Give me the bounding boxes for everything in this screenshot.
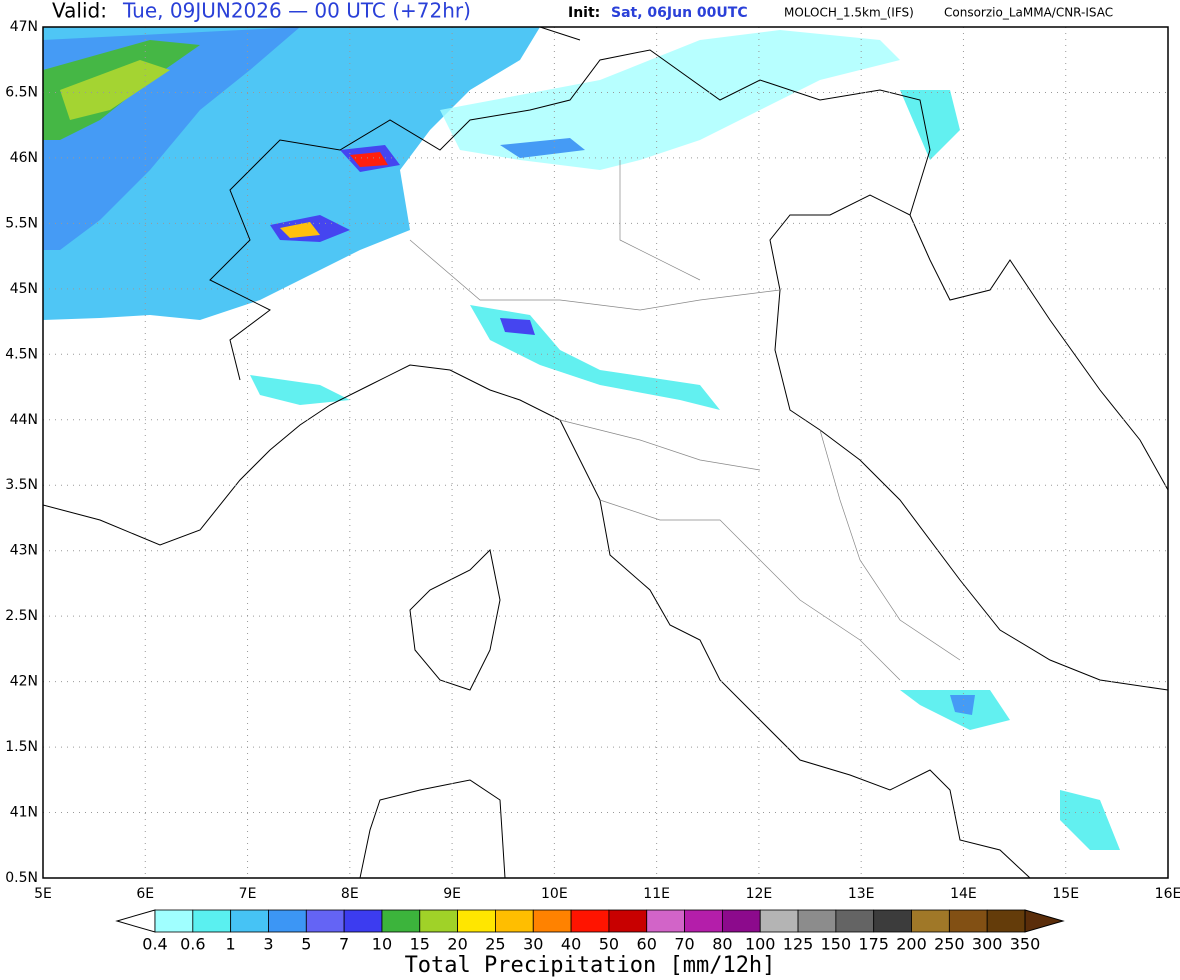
colorbar-label: 125 bbox=[783, 935, 814, 954]
lon-tick-label: 12E bbox=[746, 886, 773, 902]
colorbar-label: 50 bbox=[599, 935, 619, 954]
colorbar-box bbox=[419, 909, 459, 933]
precipitation bbox=[43, 27, 1120, 850]
coastline-corsica bbox=[409, 548, 501, 691]
lat-tick-label: 45N bbox=[10, 281, 38, 297]
lat-tick-label: 41N bbox=[10, 805, 38, 821]
lat-tick-label: 47N bbox=[10, 19, 38, 35]
colorbar-box bbox=[835, 909, 875, 933]
coastline-mainland bbox=[43, 194, 1168, 878]
map-frame bbox=[42, 26, 1169, 879]
valid-time: Tue, 09JUN2026 — 00 UTC (+72hr) bbox=[122, 0, 471, 23]
colorbar-label: 20 bbox=[447, 935, 467, 954]
lon-tick-label: 16E bbox=[1155, 886, 1180, 902]
lat-tick-label: 3.5N bbox=[5, 477, 38, 493]
colorbar-box bbox=[268, 909, 307, 933]
valid-label: Valid: bbox=[52, 0, 107, 23]
lon-tick-label: 14E bbox=[950, 886, 977, 902]
colorbar-box bbox=[873, 909, 912, 933]
colorbar-label: 7 bbox=[339, 935, 349, 954]
colorbar-box bbox=[759, 909, 799, 933]
lat-tick-label: 43N bbox=[10, 543, 38, 559]
coastline-sardinia bbox=[359, 779, 506, 878]
colorbar-label: 80 bbox=[712, 935, 732, 954]
colorbar-box bbox=[684, 909, 723, 933]
colorbar-box bbox=[305, 909, 345, 933]
init-label: Init: bbox=[568, 5, 600, 21]
border-alps bbox=[209, 27, 931, 381]
colorbar: 0.4 0.6 1 3 5 7 10 15 20 25 30 40 50 60 70 80 100 125 150 1… bbox=[115, 909, 1065, 954]
region-borders bbox=[409, 160, 961, 681]
colorbar-label: 60 bbox=[637, 935, 657, 954]
colorbar-box bbox=[608, 909, 648, 933]
lon-tick-label: 8E bbox=[341, 886, 359, 902]
lat-tick-label: 46N bbox=[10, 150, 38, 166]
colorbar-label: 200 bbox=[896, 935, 927, 954]
colorbar-box bbox=[192, 909, 232, 933]
colorbar-label: 0.4 bbox=[142, 935, 167, 954]
colorbar-label: 350 bbox=[1010, 935, 1041, 954]
colorbar-label: 15 bbox=[410, 935, 430, 954]
colorbar-box bbox=[532, 909, 572, 933]
colorbar-under bbox=[115, 909, 156, 933]
header: Valid: Tue, 09JUN2026 — 00 UTC (+72hr) I… bbox=[52, 0, 1113, 23]
colorbar-box bbox=[721, 909, 761, 933]
axis-ticks: 5E 6E 7E 8E 9E 10E 11E 12E 13E 14E 15E 16E 47N 6.5N 46… bbox=[5, 19, 1180, 902]
lat-tick-label: 42N bbox=[10, 674, 38, 690]
lon-tick-label: 10E bbox=[541, 886, 568, 902]
lat-tick-label: 6.5N bbox=[5, 84, 38, 100]
lat-tick-label: 0.5N bbox=[5, 870, 38, 886]
lat-tick-label: 1.5N bbox=[5, 739, 38, 755]
colorbar-label: 10 bbox=[372, 935, 392, 954]
colorbar-label: 3 bbox=[263, 935, 273, 954]
colorbar-box bbox=[495, 909, 534, 933]
lon-tick-label: 11E bbox=[643, 886, 670, 902]
lon-tick-label: 13E bbox=[848, 886, 875, 902]
colorbar-box bbox=[570, 909, 610, 933]
colorbar-label: 30 bbox=[523, 935, 543, 954]
model-name: MOLOCH_1.5km_(IFS) bbox=[784, 6, 914, 20]
lon-tick-label: 5E bbox=[34, 886, 52, 902]
lon-tick-label: 9E bbox=[443, 886, 461, 902]
colorbar-box bbox=[457, 909, 496, 933]
colorbar-label: 175 bbox=[858, 935, 889, 954]
borders bbox=[43, 27, 1168, 878]
colorbar-box bbox=[646, 909, 685, 933]
colorbar-label: 150 bbox=[821, 935, 852, 954]
colorbar-box bbox=[948, 909, 988, 933]
lat-tick-label: 2.5N bbox=[5, 608, 38, 624]
lat-tick-label: 44N bbox=[10, 412, 38, 428]
colorbar-box bbox=[230, 909, 269, 933]
colorbar-label: 0.6 bbox=[180, 935, 205, 954]
lon-tick-label: 6E bbox=[136, 886, 154, 902]
colorbar-title: Total Precipitation [mm/12h] bbox=[405, 953, 776, 978]
lon-tick-label: 7E bbox=[239, 886, 257, 902]
lat-tick-label: 4.5N bbox=[5, 346, 38, 362]
colorbar-label: 100 bbox=[745, 935, 776, 954]
lon-tick-label: 15E bbox=[1052, 886, 1079, 902]
colorbar-label: 25 bbox=[485, 935, 505, 954]
colorbar-over bbox=[1024, 909, 1065, 933]
map-area bbox=[43, 27, 1168, 878]
init-time: Sat, 06Jun 00UTC bbox=[611, 5, 748, 21]
colorbar-label: 70 bbox=[674, 935, 694, 954]
colorbar-box bbox=[343, 909, 383, 933]
colorbar-box bbox=[797, 909, 837, 933]
colorbar-box bbox=[154, 909, 194, 933]
lat-tick-label: 5.5N bbox=[5, 215, 38, 231]
colorbar-box bbox=[911, 909, 950, 933]
colorbar-label: 250 bbox=[934, 935, 965, 954]
colorbar-label: 5 bbox=[301, 935, 311, 954]
colorbar-label: 1 bbox=[226, 935, 236, 954]
colorbar-label: 300 bbox=[972, 935, 1003, 954]
colorbar-box bbox=[381, 909, 421, 933]
colorbar-box bbox=[986, 909, 1026, 933]
credit: Consorzio_LaMMA/CNR-ISAC bbox=[944, 6, 1113, 20]
colorbar-label: 40 bbox=[561, 935, 581, 954]
